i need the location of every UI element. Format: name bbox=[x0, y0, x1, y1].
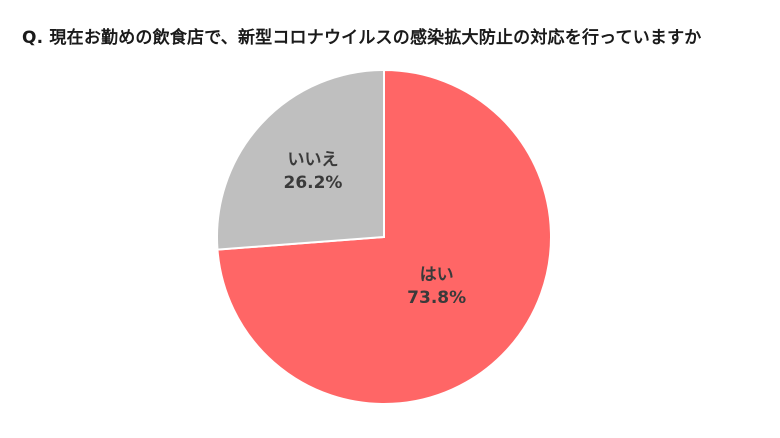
pie-slice-no bbox=[216, 68, 385, 251]
slice-value-yes: 73.8% bbox=[407, 288, 466, 308]
slice-label-yes: はい bbox=[420, 265, 454, 285]
slice-value-no: 26.2% bbox=[283, 173, 342, 193]
chart-title: Q. 現在お勤めの飲食店で、新型コロナウイルスの感染拡大防止の対応を行っています… bbox=[22, 28, 702, 48]
pie-slices bbox=[216, 68, 552, 405]
pie-labels: はい 73.8% いいえ 26.2% bbox=[283, 150, 466, 308]
slice-label-no: いいえ bbox=[287, 150, 338, 170]
